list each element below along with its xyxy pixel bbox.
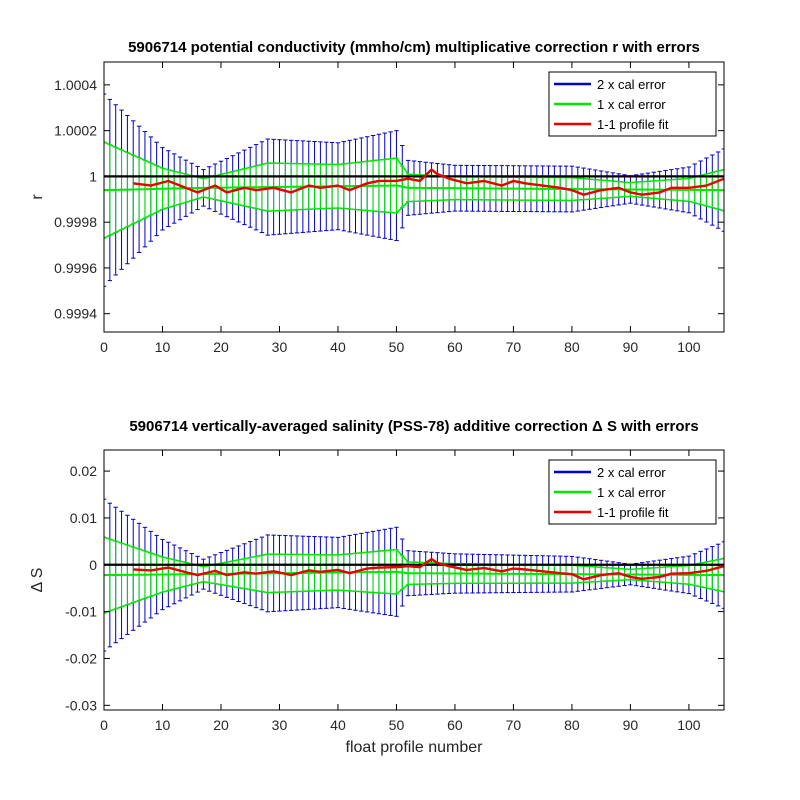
x-tick-label: 40 <box>330 339 346 355</box>
x-tick-label: 0 <box>100 339 108 355</box>
plot-data <box>104 498 724 652</box>
x-tick-label: 60 <box>447 339 463 355</box>
y-tick-label: 0.01 <box>70 510 97 526</box>
legend-label: 1 x cal error <box>597 97 666 112</box>
y-tick-label: 0.9998 <box>54 214 97 230</box>
legend: 2 x cal error 1 x cal error 1-1 profile fi… <box>548 71 717 137</box>
plot-data <box>104 93 724 287</box>
error-envelope-lower <box>104 578 724 614</box>
x-tick-label: 0 <box>100 717 108 733</box>
error-envelope-upper <box>104 536 724 571</box>
subplot-2: 0 10 20 30 40 50 60 70 80 90 100 -0.03 -0.02 -0.01 0 0.… <box>29 418 725 756</box>
x-tick-label: 30 <box>272 339 288 355</box>
x-axis-label: float profile number <box>346 739 484 756</box>
y-tick-label: 0.02 <box>70 463 97 479</box>
error-envelope-lower <box>104 195 724 239</box>
x-tick-label: 80 <box>564 339 580 355</box>
y-tick-label: 1 <box>89 168 97 184</box>
y-tick-label: 0.9994 <box>54 306 97 322</box>
legend-label: 2 x cal error <box>597 465 666 480</box>
x-tick-label: 40 <box>330 717 346 733</box>
y-tick-label: 0 <box>89 557 97 573</box>
series-1-x-cal-error <box>104 141 724 239</box>
series-1-x-cal-error <box>104 536 724 614</box>
x-tick-label: 50 <box>389 339 405 355</box>
x-tick-label: 60 <box>447 717 463 733</box>
y-tick-label: -0.03 <box>65 697 97 713</box>
x-tick-label: 90 <box>623 339 639 355</box>
legend-label: 1-1 profile fit <box>597 505 669 520</box>
y-axis-label: r <box>29 194 46 200</box>
y-axis-label: Δ S <box>29 568 46 593</box>
chart-title: 5906714 potential conductivity (mmho/cm)… <box>128 39 700 56</box>
x-tick-label: 10 <box>155 717 171 733</box>
y-tick-label: 1.0004 <box>54 77 97 93</box>
y-tick-label: 1.0002 <box>54 123 97 139</box>
y-tick-label: -0.01 <box>65 604 97 620</box>
x-tick-label: 10 <box>155 339 171 355</box>
y-tick-label: 0.9996 <box>54 260 97 276</box>
error-envelope-upper <box>104 141 724 184</box>
subplot-1: 0 10 20 30 40 50 60 70 80 90 100 0.9994 0.9996 0.9998… <box>29 39 725 355</box>
legend-label: 1-1 profile fit <box>597 117 669 132</box>
chart-title: 5906714 vertically-averaged salinity (PS… <box>129 418 698 435</box>
x-tick-label: 90 <box>623 717 639 733</box>
legend-label: 2 x cal error <box>597 77 666 92</box>
x-tick-label: 80 <box>564 717 580 733</box>
x-tick-label: 70 <box>506 717 522 733</box>
x-tick-label: 100 <box>677 339 701 355</box>
x-tick-label: 50 <box>389 717 405 733</box>
x-tick-label: 30 <box>272 717 288 733</box>
x-tick-label: 70 <box>506 339 522 355</box>
axes-box <box>103 61 725 333</box>
x-tick-label: 100 <box>677 717 701 733</box>
y-tick-label: -0.02 <box>65 650 97 666</box>
profile-fit-line <box>133 557 724 581</box>
legend-label: 1 x cal error <box>597 485 666 500</box>
legend: 2 x cal error 1 x cal error 1-1 profile fi… <box>548 459 717 525</box>
axes-box <box>103 449 725 711</box>
profile-fit-line <box>133 168 724 196</box>
x-tick-label: 20 <box>213 339 229 355</box>
x-tick-label: 20 <box>213 717 229 733</box>
